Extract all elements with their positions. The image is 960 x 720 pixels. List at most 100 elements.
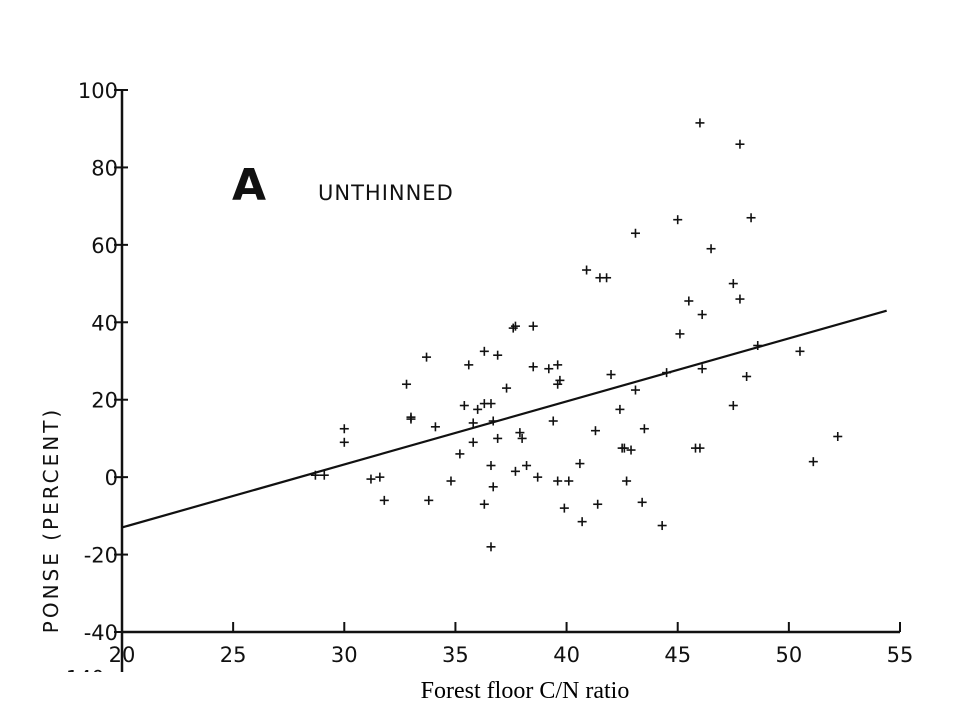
x-tick-label: 55: [887, 643, 914, 667]
data-point: [833, 431, 843, 441]
data-point: [468, 437, 478, 447]
y-tick-label: 0: [105, 466, 118, 490]
data-point: [455, 449, 465, 459]
data-point: [697, 364, 707, 374]
data-point: [622, 476, 632, 486]
data-point: [522, 461, 532, 471]
data-point: [488, 482, 498, 492]
data-point: [555, 375, 565, 385]
axes: [120, 90, 900, 672]
data-point: [637, 497, 647, 507]
data-point: [379, 495, 389, 505]
data-point: [630, 228, 640, 238]
data-point: [728, 401, 738, 411]
data-point: [559, 503, 569, 513]
data-point: [502, 383, 512, 393]
data-point: [795, 346, 805, 356]
data-point: [606, 370, 616, 380]
panel-title: UNTHINNED: [318, 181, 454, 205]
data-point: [406, 414, 416, 424]
data-point: [675, 329, 685, 339]
data-point: [657, 521, 667, 531]
data-point: [375, 472, 385, 482]
data-point: [486, 399, 496, 409]
y-tick-label: 20: [91, 389, 118, 413]
data-point: [746, 213, 756, 223]
data-point: [402, 379, 412, 389]
data-point: [695, 118, 705, 128]
data-point: [430, 422, 440, 432]
data-point: [590, 426, 600, 436]
y-tick-label: -20: [84, 544, 118, 568]
y-tick-label: 80: [91, 156, 118, 180]
x-tick-label: 30: [331, 643, 358, 667]
x-tick-label: 20: [109, 643, 136, 667]
data-point: [528, 321, 538, 331]
data-point: [493, 350, 503, 360]
data-point: [459, 401, 469, 411]
data-point: [553, 476, 563, 486]
data-point: [577, 517, 587, 527]
x-tick-label: 25: [220, 643, 247, 667]
data-point: [366, 474, 376, 484]
data-point: [510, 466, 520, 476]
x-tick-label: 50: [775, 643, 802, 667]
data-point: [515, 428, 525, 438]
data-point: [735, 139, 745, 149]
data-point: [533, 472, 543, 482]
data-point: [479, 499, 489, 509]
regression-line: [121, 309, 887, 529]
data-point: [630, 385, 640, 395]
data-point: [468, 418, 478, 428]
data-point: [684, 296, 694, 306]
data-point: [673, 215, 683, 225]
data-point: [479, 346, 489, 356]
data-point: [564, 476, 574, 486]
data-point: [593, 499, 603, 509]
data-point: [602, 273, 612, 283]
data-point: [339, 424, 349, 434]
data-point: [319, 470, 329, 480]
data-point: [639, 424, 649, 434]
data-point: [575, 459, 585, 469]
x-tick-label: 45: [664, 643, 691, 667]
data-point: [510, 321, 520, 331]
data-point: [626, 445, 636, 455]
x-tick-label: 35: [442, 643, 469, 667]
data-point: [808, 457, 818, 467]
data-point: [697, 310, 707, 320]
data-point: [544, 364, 554, 374]
panel-letter: A: [232, 160, 266, 211]
data-point: [446, 476, 456, 486]
data-point: [615, 404, 625, 414]
data-point: [695, 443, 705, 453]
data-point: [553, 360, 563, 370]
data-point: [582, 265, 592, 275]
data-point: [742, 371, 752, 381]
y-axis-label: PONSE (PERCENT): [39, 407, 63, 633]
data-point: [706, 244, 716, 254]
y-tick-label: -40: [84, 621, 118, 645]
y-tick-label: 40: [91, 311, 118, 335]
data-point: [619, 443, 629, 453]
data-point: [424, 495, 434, 505]
data-point: [493, 433, 503, 443]
data-point: [548, 416, 558, 426]
data-point: [339, 437, 349, 447]
data-point: [464, 360, 474, 370]
x-axis-label: Forest floor C/N ratio: [421, 678, 630, 704]
data-point: [473, 404, 483, 414]
data-point: [508, 323, 518, 333]
tick-marks: [114, 89, 901, 633]
tick-labels: 20 25 30 35 40 45 50 55 100 80 60 40 20 0 -20 -40: [78, 79, 913, 667]
data-point: [728, 279, 738, 289]
x-tick-label: 40: [553, 643, 580, 667]
data-point: [486, 542, 496, 552]
data-points: [310, 118, 843, 552]
data-point: [528, 362, 538, 372]
data-point: [517, 433, 527, 443]
data-point: [422, 352, 432, 362]
y-tick-label: 100: [78, 79, 118, 103]
data-point: [486, 461, 496, 471]
